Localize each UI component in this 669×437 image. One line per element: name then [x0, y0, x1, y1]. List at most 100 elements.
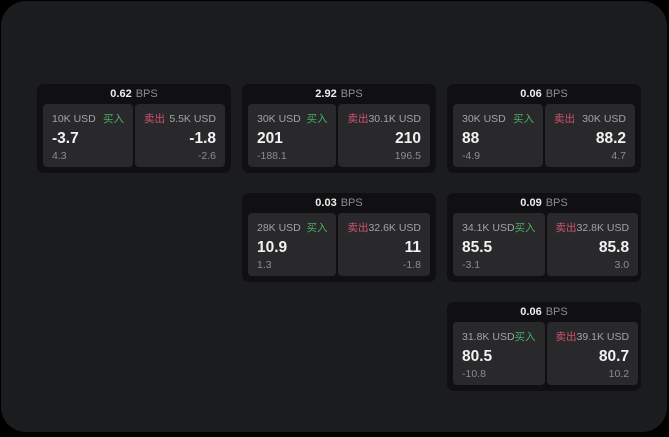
panels: 34.1K USD 买入 85.5 -3.1 卖出 32.8K USD 85.8… — [453, 213, 639, 276]
buy-label: 买入 — [306, 222, 328, 234]
buy-label: 买入 — [514, 222, 536, 234]
buy-panel[interactable]: 10K USD 买入 -3.7 4.3 — [43, 104, 133, 167]
buy-amount: 28K USD — [257, 222, 301, 234]
bps-unit: BPS — [340, 88, 363, 100]
sell-label: 卖出 — [347, 113, 369, 125]
sell-price: 85.8 — [598, 238, 630, 256]
buy-amount: 31.8K USD — [462, 331, 515, 343]
buy-amount: 34.1K USD — [462, 222, 515, 234]
sell-sub-value: 4.7 — [611, 149, 626, 162]
sell-amount: 32.6K USD — [368, 222, 421, 234]
bps-value: 0.06 — [520, 306, 542, 318]
bps-value: 0.06 — [520, 88, 542, 100]
quote-card: 0.03 BPS 28K USD 买入 10.9 1.3 卖出 32.6K USD — [242, 193, 436, 282]
buy-panel-top: 30K USD 买入 — [462, 111, 534, 126]
sell-price: -1.8 — [189, 129, 216, 147]
sell-panel-top: 卖出 39.1K USD — [556, 329, 630, 344]
buy-price: -3.7 — [52, 129, 79, 147]
panels: 30K USD 买入 88 -4.9 卖出 30K USD 88.2 4.7 — [453, 104, 635, 167]
sell-sub-value: 196.5 — [394, 149, 421, 162]
buy-label: 买入 — [514, 331, 536, 343]
quote-card: 0.09 BPS 34.1K USD 买入 85.5 -3.1 卖出 32.8K … — [447, 193, 641, 282]
panels: 10K USD 买入 -3.7 4.3 卖出 5.5K USD -1.8 -2.… — [43, 104, 225, 167]
quote-card: 2.92 BPS 30K USD 买入 201 -188.1 卖出 30.1K U… — [242, 84, 436, 173]
sell-label: 卖出 — [554, 113, 575, 125]
bps-header: 2.92 BPS — [248, 84, 430, 104]
buy-label: 买入 — [513, 113, 534, 125]
sell-panel[interactable]: 卖出 32.8K USD 85.8 3.0 — [546, 213, 639, 276]
bps-unit: BPS — [545, 197, 568, 209]
buy-sub-value: 4.3 — [52, 149, 67, 162]
bps-header: 0.62 BPS — [43, 84, 225, 104]
sell-sub-value: 10.2 — [608, 367, 630, 380]
sell-sub-value: 3.0 — [614, 258, 630, 271]
sell-amount: 39.1K USD — [576, 331, 630, 343]
sell-price: 88.2 — [595, 129, 626, 147]
buy-panel-top: 31.8K USD 买入 — [462, 329, 536, 344]
buy-price: 10.9 — [257, 238, 288, 256]
quote-card-grid: 0.62 BPS 10K USD 买入 -3.7 4.3 卖出 5.5K USD — [37, 84, 641, 391]
bps-header: 0.06 BPS — [453, 84, 635, 104]
sell-sub-value: -1.8 — [402, 258, 421, 271]
buy-panel-top: 10K USD 买入 — [52, 111, 124, 126]
buy-sub-value: -4.9 — [462, 149, 481, 162]
buy-amount: 10K USD — [52, 113, 96, 125]
bps-header: 0.06 BPS — [453, 302, 635, 322]
buy-price: 201 — [257, 129, 283, 147]
buy-panel[interactable]: 30K USD 买入 88 -4.9 — [453, 104, 543, 167]
buy-amount: 30K USD — [257, 113, 301, 125]
bps-unit: BPS — [340, 197, 363, 209]
buy-panel-top: 28K USD 买入 — [257, 220, 327, 235]
sell-panel-top: 卖出 30K USD — [554, 111, 626, 126]
sell-panel[interactable]: 卖出 32.6K USD 11 -1.8 — [338, 213, 430, 276]
buy-price: 88 — [462, 129, 480, 147]
sell-price: 80.7 — [598, 347, 630, 365]
buy-sub-value: -188.1 — [257, 149, 287, 162]
sell-label: 卖出 — [555, 222, 577, 234]
buy-sub-value: 1.3 — [257, 258, 272, 271]
sell-label: 卖出 — [347, 222, 369, 234]
sell-panel[interactable]: 卖出 30.1K USD 210 196.5 — [338, 104, 430, 167]
bps-value: 0.03 — [315, 197, 337, 209]
buy-label: 买入 — [103, 113, 124, 125]
sell-panel[interactable]: 卖出 39.1K USD 80.7 10.2 — [546, 322, 639, 385]
bps-unit: BPS — [545, 88, 568, 100]
buy-price: 85.5 — [462, 238, 493, 256]
sell-label: 卖出 — [555, 331, 577, 343]
quote-card: 0.06 BPS 31.8K USD 买入 80.5 -10.8 卖出 39.1K… — [447, 302, 641, 391]
sell-amount: 30.1K USD — [368, 113, 421, 125]
sell-panel-top: 卖出 32.6K USD — [347, 220, 421, 235]
sell-sub-value: -2.6 — [197, 149, 216, 162]
panels: 30K USD 买入 201 -188.1 卖出 30.1K USD 210 1… — [248, 104, 430, 167]
sell-panel[interactable]: 卖出 5.5K USD -1.8 -2.6 — [135, 104, 225, 167]
buy-sub-value: -10.8 — [462, 367, 486, 380]
sell-amount: 5.5K USD — [169, 113, 216, 125]
quote-card: 0.62 BPS 10K USD 买入 -3.7 4.3 卖出 5.5K USD — [37, 84, 231, 173]
buy-panel[interactable]: 34.1K USD 买入 85.5 -3.1 — [453, 213, 545, 276]
sell-panel[interactable]: 卖出 30K USD 88.2 4.7 — [545, 104, 635, 167]
sell-label: 卖出 — [144, 113, 165, 125]
quote-card: 0.06 BPS 30K USD 买入 88 -4.9 卖出 30K USD — [447, 84, 641, 173]
bps-value: 0.09 — [520, 197, 542, 209]
sell-price: 11 — [404, 238, 421, 256]
panels: 28K USD 买入 10.9 1.3 卖出 32.6K USD 11 -1.8 — [248, 213, 430, 276]
bps-unit: BPS — [545, 306, 568, 318]
sell-panel-top: 卖出 5.5K USD — [144, 111, 216, 126]
sell-amount: 30K USD — [582, 113, 626, 125]
buy-sub-value: -3.1 — [462, 258, 481, 271]
buy-label: 买入 — [306, 113, 328, 125]
buy-amount: 30K USD — [462, 113, 506, 125]
buy-panel[interactable]: 31.8K USD 买入 80.5 -10.8 — [453, 322, 545, 385]
buy-panel[interactable]: 30K USD 买入 201 -188.1 — [248, 104, 337, 167]
buy-panel[interactable]: 28K USD 买入 10.9 1.3 — [248, 213, 337, 276]
buy-price: 80.5 — [462, 347, 493, 365]
sell-price: 210 — [395, 129, 421, 147]
bps-value: 2.92 — [315, 88, 337, 100]
sell-panel-top: 卖出 30.1K USD — [347, 111, 421, 126]
panels: 31.8K USD 买入 80.5 -10.8 卖出 39.1K USD 80.… — [453, 322, 639, 385]
buy-panel-top: 30K USD 买入 — [257, 111, 327, 126]
buy-panel-top: 34.1K USD 买入 — [462, 220, 536, 235]
bps-unit: BPS — [135, 88, 158, 100]
sell-panel-top: 卖出 32.8K USD — [556, 220, 630, 235]
